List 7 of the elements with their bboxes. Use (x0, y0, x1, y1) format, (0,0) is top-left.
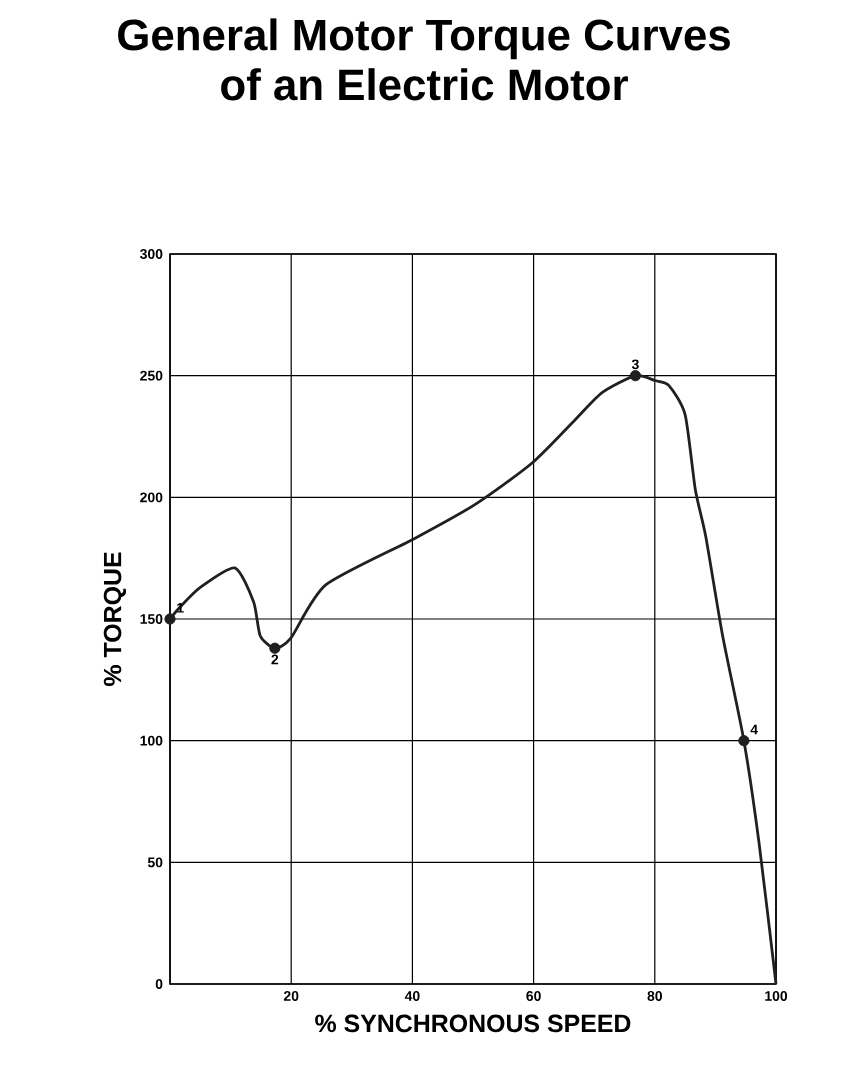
y-axis-title: % TORQUE (103, 552, 127, 686)
x-axis-title: % SYNCHRONOUS SPEED (315, 1014, 631, 1033)
point (164, 613, 176, 625)
point (738, 735, 750, 747)
point (269, 642, 281, 654)
point (629, 370, 641, 382)
chart-title: General Motor Torque Curves of an Electric Motor (118, 18, 730, 101)
